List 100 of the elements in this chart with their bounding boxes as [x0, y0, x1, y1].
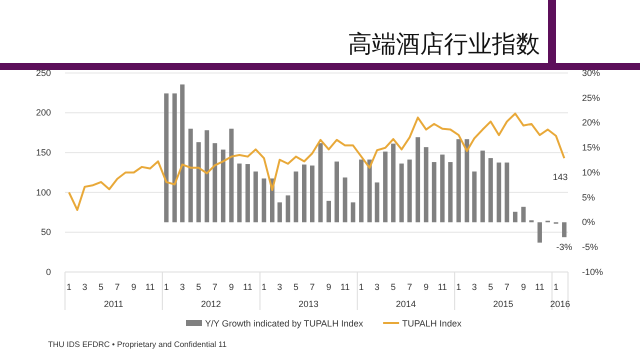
line-series: [68, 112, 566, 211]
x-tick-label: 7: [310, 282, 315, 292]
y2-tick-label: 30%: [582, 68, 600, 78]
x-tick-label: 11: [438, 282, 448, 292]
bar: [391, 144, 396, 222]
bar: [480, 150, 485, 222]
bar: [496, 162, 502, 222]
x-tick-label: 11: [145, 282, 155, 292]
bar: [318, 143, 323, 222]
y-tick-label: 150: [36, 147, 51, 158]
bar: [286, 195, 290, 222]
data-label: 143: [552, 172, 568, 182]
bar: [188, 128, 193, 222]
bar: [399, 164, 404, 222]
text: THU IDS EFDRC • Proprietary and Confidential 11: [48, 340, 228, 349]
x-tick-label: 9: [228, 282, 234, 292]
x-tick-label: 5: [98, 282, 104, 292]
x-tick-label: 11: [535, 282, 544, 292]
y2-tick-label: 0%: [582, 217, 596, 228]
bar: [416, 137, 420, 222]
x-tick-label: 9: [520, 282, 526, 292]
bar: [310, 166, 314, 222]
bar: [253, 172, 258, 222]
x-tick-label: 5: [390, 282, 396, 292]
bar: [342, 177, 348, 222]
bar: [464, 139, 470, 222]
x-tick-label: 3: [82, 282, 88, 292]
bar: [504, 162, 510, 222]
x-tick-label: 9: [424, 282, 429, 292]
text: 2013: [298, 299, 319, 309]
bar: [440, 154, 445, 222]
x-tick-label: 3: [180, 282, 185, 292]
bar: [334, 162, 339, 222]
bar: [374, 182, 380, 222]
x-tick-label: 7: [504, 282, 510, 292]
bar: [204, 130, 210, 222]
bar: [212, 143, 218, 222]
x-tick-label: 11: [340, 282, 350, 292]
legend-label: TUPALH Index: [402, 318, 462, 328]
x-tick-label: 3: [374, 282, 380, 292]
bar: [350, 202, 356, 222]
text: 2011: [104, 299, 124, 309]
text: 2012: [201, 299, 222, 309]
bar: [432, 162, 436, 222]
x-tick-label: 11: [243, 282, 252, 292]
x-tick-label: 9: [131, 282, 136, 292]
x-tick-label: 1: [66, 282, 72, 292]
y2-tick-label: 20%: [582, 118, 600, 128]
chart-title: 高端酒店行业指数: [348, 30, 540, 58]
bar: [383, 152, 388, 222]
bar: [302, 164, 306, 222]
bar: [172, 93, 177, 222]
bar: [294, 172, 298, 222]
y-tick-label: 100: [36, 187, 51, 198]
x-tick-label: 5: [196, 282, 202, 292]
y-tick-label: 50: [40, 227, 51, 238]
y2-tick-label: 5%: [582, 192, 596, 202]
y2-tick-label: 15%: [582, 142, 600, 153]
legend-label: Y/Y Growth indicated by TUPALH Index: [205, 318, 364, 328]
x-tick-label: 3: [472, 282, 477, 292]
bar: [448, 162, 453, 222]
x-tick-label: 7: [212, 282, 218, 292]
y-tick-label: 0: [46, 266, 51, 277]
bar: [326, 200, 331, 222]
x-tick-label: 1: [164, 282, 169, 292]
y-tick-label: 250: [36, 68, 51, 78]
x-tick-label: 1: [553, 282, 559, 292]
bar: [562, 222, 566, 238]
x-tick-label: 7: [114, 282, 120, 292]
x-tick-label: 9: [326, 282, 332, 292]
text: 2015: [493, 299, 514, 309]
y2-tick-label: -5%: [582, 242, 598, 252]
bar: [424, 147, 428, 222]
data-label: -3%: [556, 242, 572, 252]
bar: [488, 158, 493, 222]
bar: [407, 160, 412, 222]
bar: [521, 206, 526, 222]
bar: [196, 142, 201, 222]
bar: [456, 139, 461, 222]
bar: [262, 178, 266, 222]
x-tick-label: 1: [456, 282, 462, 292]
bar: [472, 172, 477, 222]
text: 2016: [550, 299, 570, 309]
bar: [245, 164, 250, 222]
x-tick-label: 5: [293, 282, 298, 292]
bar: [237, 164, 242, 222]
y-tick-label: 200: [36, 108, 51, 118]
bar: [220, 150, 226, 222]
bar: [180, 84, 185, 222]
x-tick-label: 1: [261, 282, 266, 292]
x-tick-label: 7: [407, 282, 412, 292]
bar: [512, 212, 518, 222]
bar: [229, 128, 234, 222]
x-tick-label: 5: [488, 282, 494, 292]
bar: [538, 222, 542, 243]
bar: [367, 160, 372, 222]
bar: [164, 93, 169, 222]
y2-tick-label: 10%: [582, 167, 600, 178]
bar: [359, 160, 364, 222]
bar: [277, 202, 282, 222]
